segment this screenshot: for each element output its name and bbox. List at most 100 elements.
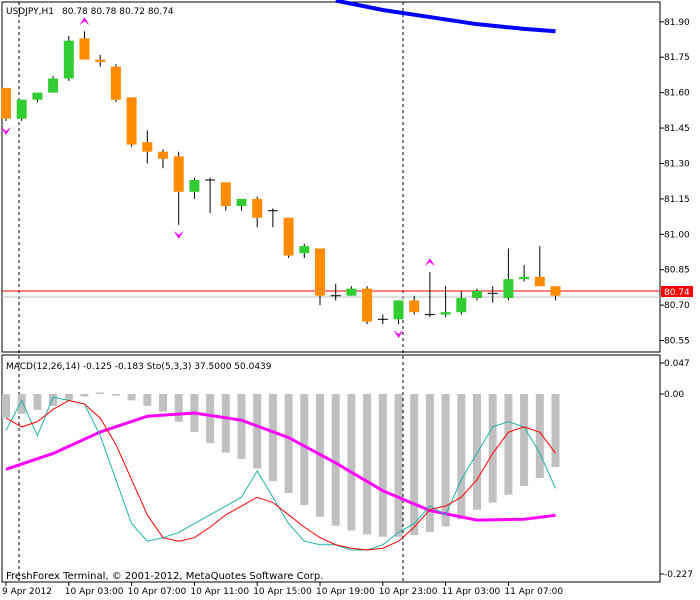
candle-body <box>534 276 545 287</box>
candle-body <box>503 279 514 299</box>
macd-histogram-bar <box>425 394 434 532</box>
y-tick-label: 81.15 <box>664 195 690 205</box>
candle-body <box>32 92 43 100</box>
current-price-marker <box>661 285 693 297</box>
macd-histogram-bar <box>441 394 450 527</box>
y-tick-label: 81.75 <box>664 53 690 63</box>
macd-histogram-bar <box>49 394 58 406</box>
indicator-y-tick-label: 0.047 <box>664 359 690 369</box>
macd-histogram-bar <box>64 394 73 401</box>
fractal-arrow-down <box>393 330 404 339</box>
macd-histogram-bar <box>206 394 215 444</box>
candle-body <box>95 59 106 62</box>
copyright: FreshForex Terminal, © 2001-2012, MetaQu… <box>6 571 323 582</box>
macd-histogram-bar <box>504 394 513 495</box>
candle-body <box>346 288 357 296</box>
y-tick-label: 80.55 <box>664 337 690 347</box>
candle-body <box>1 87 11 119</box>
x-tick-label: 9 Apr 2012 <box>2 587 52 597</box>
moving-average-line <box>335 0 556 34</box>
stochastic-main-line <box>5 396 556 551</box>
macd-histogram-bar <box>268 394 277 482</box>
macd-histogram-bar <box>473 394 481 510</box>
macd-histogram-bar <box>127 394 136 401</box>
indicator-y-tick-label: 0.00 <box>664 390 684 400</box>
macd-histogram-bar <box>174 394 183 422</box>
indicator-frame <box>1 354 661 583</box>
candle-body <box>299 246 310 254</box>
x-tick-label: 10 Apr 19:00 <box>316 587 375 597</box>
main-chart-frame <box>1 1 661 353</box>
macd-histogram-bar <box>488 394 497 503</box>
candle-body <box>220 182 231 206</box>
macd-histogram-bar <box>331 394 340 526</box>
x-tick-label: 11 Apr 03:00 <box>442 587 501 597</box>
macd-histogram-bar <box>80 394 89 397</box>
macd-histogram-bar <box>284 394 293 494</box>
y-tick-label: 81.30 <box>664 159 690 169</box>
y-tick-label: 80.70 <box>664 301 690 311</box>
macd-histogram-bar <box>457 394 466 520</box>
macd-histogram-bar <box>33 394 42 410</box>
fractal-arrow-up <box>79 17 90 26</box>
candle-body <box>142 142 153 152</box>
candle-body <box>362 288 373 322</box>
macd-histogram-bar <box>17 394 26 414</box>
candle-body <box>440 312 451 315</box>
macd-histogram-bar <box>378 394 387 537</box>
candle-body <box>236 198 247 206</box>
candle-body <box>63 40 74 79</box>
x-tick-label: 10 Apr 03:00 <box>65 587 124 597</box>
indicator-header: MACD(12,26,14) -0.125 -0.183 Sto(5,3,3) … <box>6 362 272 372</box>
stochastic-signal-line <box>5 399 556 551</box>
x-tick-label: 10 Apr 11:00 <box>190 587 249 597</box>
candle-body <box>158 151 168 159</box>
macd-histogram-bar <box>237 394 246 460</box>
candle-body <box>456 298 467 313</box>
macd-histogram-bar <box>347 394 356 531</box>
candle-body <box>189 180 200 192</box>
fractal-arrow-down <box>1 126 11 135</box>
x-tick-label: 10 Apr 15:00 <box>253 587 312 597</box>
candle-body <box>173 156 184 192</box>
macd-histogram-bar <box>221 394 230 453</box>
macd-histogram-bar <box>143 394 152 406</box>
indicator-y-tick-label: -0.227 <box>664 570 693 580</box>
candle-body <box>393 300 404 320</box>
candle-body <box>16 99 27 119</box>
candle-body <box>409 300 420 313</box>
fractal-arrow-down <box>173 230 184 239</box>
candle-body <box>550 286 561 296</box>
candle-body <box>110 66 121 100</box>
macd-histogram-bar <box>96 392 105 394</box>
x-tick-label: 10 Apr 23:00 <box>379 587 438 597</box>
candle-body <box>48 78 59 93</box>
y-tick-label: 81.90 <box>664 18 690 28</box>
candle-body <box>79 38 90 60</box>
macd-histogram-bar <box>300 394 309 506</box>
candle-body <box>472 290 482 299</box>
chart-header-ohlc: 80.78 80.78 80.72 80.74 <box>62 7 174 17</box>
macd-histogram-bar <box>535 394 544 479</box>
macd-histogram-bar <box>551 394 560 467</box>
y-tick-label: 81.60 <box>664 89 690 99</box>
y-tick-label: 81.45 <box>664 124 690 134</box>
candle-body <box>126 97 137 145</box>
macd-histogram-bar <box>394 394 403 537</box>
candle-body <box>519 276 530 280</box>
current-price-label: 80.74 <box>664 288 690 298</box>
y-tick-label: 81.00 <box>664 230 690 240</box>
macd-histogram-bar <box>2 394 10 418</box>
macd-histogram-bar <box>363 394 372 535</box>
macd-signal-line <box>5 411 556 522</box>
candle-body <box>315 248 325 296</box>
x-tick-label: 10 Apr 07:00 <box>128 587 187 597</box>
y-tick-label: 80.85 <box>664 266 690 276</box>
macd-histogram-bar <box>520 394 529 486</box>
candle-body <box>283 217 294 256</box>
macd-histogram-bar <box>253 394 262 469</box>
x-tick-label: 11 Apr 07:00 <box>504 587 563 597</box>
fractal-arrow-up <box>424 258 435 267</box>
macd-histogram-bar <box>159 394 167 412</box>
